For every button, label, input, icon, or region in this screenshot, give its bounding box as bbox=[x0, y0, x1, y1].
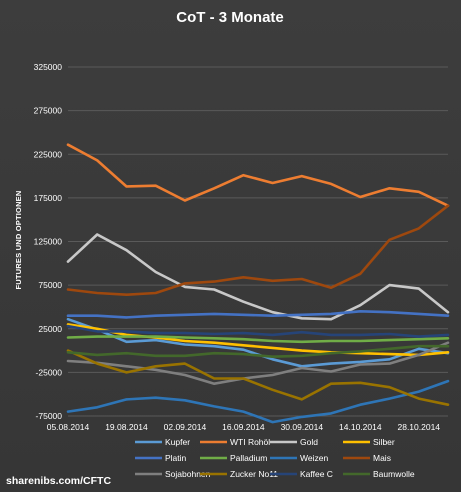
series-line-sojabohnen bbox=[66, 341, 450, 386]
legend: Kupfer WTI Rohöl Gold Silber Platin Palladium… bbox=[135, 437, 415, 479]
series-line-wti-roh-l bbox=[66, 143, 450, 207]
x-axis-ticks: 05.08.2014 19.08.2014 02.09.2014 16.09.2014… bbox=[47, 422, 441, 432]
y-tick-label: -75000 bbox=[36, 411, 63, 421]
y-tick-label: 125000 bbox=[34, 237, 63, 247]
legend-label-platin: Platin bbox=[165, 453, 187, 463]
x-tick-label: 19.08.2014 bbox=[105, 422, 148, 432]
series-line-gold bbox=[66, 233, 450, 321]
series-lines bbox=[66, 143, 450, 424]
x-tick-label: 30.09.2014 bbox=[281, 422, 324, 432]
series-line-kaffee-c bbox=[66, 324, 450, 338]
y-tick-label: 225000 bbox=[34, 149, 63, 159]
y-tick-label: 175000 bbox=[34, 193, 63, 203]
x-tick-label: 02.09.2014 bbox=[164, 422, 207, 432]
series-line-platin bbox=[66, 309, 450, 319]
y-axis-label: FUTURES UND OPTIONEN bbox=[14, 190, 23, 289]
chart-title: CoT - 3 Monate bbox=[176, 9, 284, 26]
legend-label-baumwolle: Baumwolle bbox=[373, 469, 415, 479]
series-line-weizen bbox=[66, 379, 450, 424]
legend-label-mais: Mais bbox=[373, 453, 391, 463]
series-line-palladium bbox=[66, 335, 450, 344]
legend-label-sojabohnen: Sojabohnen bbox=[165, 469, 211, 479]
series-line-zucker-no11 bbox=[66, 349, 450, 407]
legend-label-weizen: Weizen bbox=[300, 453, 328, 463]
x-tick-label: 05.08.2014 bbox=[47, 422, 90, 432]
x-tick-label: 14.10.2014 bbox=[339, 422, 382, 432]
legend-label-gold: Gold bbox=[300, 437, 318, 447]
y-tick-label: 25000 bbox=[38, 324, 62, 334]
legend-label-wti-roh-l: WTI Rohöl bbox=[230, 437, 270, 447]
y-axis-ticks: 325000 275000 225000 175000 125000 75000 25000… bbox=[34, 62, 63, 421]
legend-label-silber: Silber bbox=[373, 437, 395, 447]
legend-label-palladium: Palladium bbox=[230, 453, 267, 463]
x-tick-label: 28.10.2014 bbox=[397, 422, 440, 432]
legend-label-kaffee-c: Kaffee C bbox=[300, 469, 333, 479]
source-label: sharenibs.com/CFTC bbox=[6, 475, 111, 487]
legend-label-kupfer: Kupfer bbox=[165, 437, 190, 447]
y-tick-label: -25000 bbox=[36, 367, 63, 377]
y-tick-label: 325000 bbox=[34, 62, 63, 72]
y-tick-label: 275000 bbox=[34, 106, 63, 116]
series-line-mais bbox=[66, 204, 450, 297]
series-line-kupfer bbox=[66, 317, 450, 368]
y-tick-label: 75000 bbox=[38, 280, 62, 290]
series-line-baumwolle bbox=[66, 344, 450, 359]
legend-label-zucker-no11: Zucker No11 bbox=[230, 469, 278, 479]
x-tick-label: 16.09.2014 bbox=[222, 422, 265, 432]
